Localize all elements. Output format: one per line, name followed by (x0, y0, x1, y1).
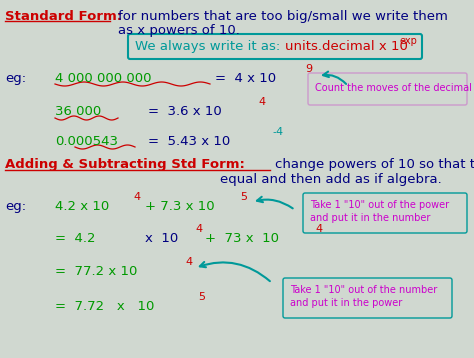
Text: 4.2 x 10: 4.2 x 10 (55, 200, 109, 213)
Text: 4: 4 (258, 97, 265, 107)
Text: 4: 4 (195, 224, 202, 234)
FancyBboxPatch shape (283, 278, 452, 318)
Text: =  4 x 10: = 4 x 10 (215, 72, 276, 85)
Text: Standard Form:: Standard Form: (5, 10, 122, 23)
Text: eg:: eg: (5, 72, 26, 85)
Text: =  3.6 x 10: = 3.6 x 10 (148, 105, 222, 118)
FancyBboxPatch shape (128, 34, 422, 59)
Text: 5: 5 (198, 292, 205, 302)
Text: Take 1 "10" out of the number: Take 1 "10" out of the number (290, 285, 437, 295)
Text: 4 000 000 000: 4 000 000 000 (55, 72, 152, 85)
Text: 4: 4 (315, 224, 322, 234)
Text: Adding & Subtracting Std Form:: Adding & Subtracting Std Form: (5, 158, 245, 171)
Text: We always write it as:: We always write it as: (135, 40, 284, 53)
Text: for numbers that are too big/small we write them: for numbers that are too big/small we wr… (118, 10, 448, 23)
Text: and put it in the power: and put it in the power (290, 298, 402, 308)
Text: -4: -4 (272, 127, 283, 137)
Text: 4: 4 (185, 257, 192, 267)
Text: equal and then add as if algebra.: equal and then add as if algebra. (220, 173, 442, 186)
Text: units.decimal x 10: units.decimal x 10 (285, 40, 408, 53)
FancyBboxPatch shape (303, 193, 467, 233)
Text: x  10: x 10 (145, 232, 178, 245)
Text: 9: 9 (305, 64, 312, 74)
Text: Count the moves of the decimal: Count the moves of the decimal (315, 83, 472, 93)
Text: exp: exp (400, 36, 418, 46)
Text: as x powers of 10.: as x powers of 10. (118, 24, 240, 37)
Text: 36 000: 36 000 (55, 105, 101, 118)
Text: 0.000543: 0.000543 (55, 135, 118, 148)
Text: 5: 5 (240, 192, 247, 202)
Text: =  5.43 x 10: = 5.43 x 10 (148, 135, 230, 148)
FancyBboxPatch shape (308, 73, 467, 105)
Text: and put it in the number: and put it in the number (310, 213, 430, 223)
Text: Take 1 "10" out of the power: Take 1 "10" out of the power (310, 200, 449, 210)
Text: change powers of 10 so that they are: change powers of 10 so that they are (275, 158, 474, 171)
Text: =  7.72   x   10: = 7.72 x 10 (55, 300, 155, 313)
Text: +  73 x  10: + 73 x 10 (205, 232, 279, 245)
Text: =  77.2 x 10: = 77.2 x 10 (55, 265, 137, 278)
Text: 4: 4 (133, 192, 140, 202)
Text: + 7.3 x 10: + 7.3 x 10 (145, 200, 215, 213)
Text: eg:: eg: (5, 200, 26, 213)
Text: =  4.2: = 4.2 (55, 232, 95, 245)
